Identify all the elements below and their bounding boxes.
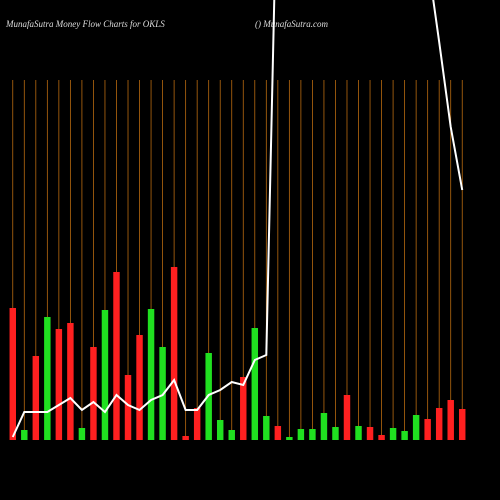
bar bbox=[251, 328, 259, 440]
bar bbox=[286, 437, 293, 440]
bar bbox=[378, 435, 385, 440]
bar bbox=[459, 409, 466, 440]
bar bbox=[147, 309, 155, 440]
bar bbox=[124, 375, 132, 440]
bar bbox=[67, 323, 74, 440]
bar bbox=[193, 408, 201, 440]
chart-subtitle: () MunafaSutra.com bbox=[255, 19, 328, 29]
bar bbox=[355, 426, 362, 440]
bar bbox=[9, 308, 16, 440]
bar bbox=[32, 356, 40, 440]
bar bbox=[366, 427, 374, 440]
bar bbox=[90, 347, 97, 440]
bar bbox=[435, 408, 443, 440]
bar bbox=[424, 419, 431, 440]
bar bbox=[297, 429, 305, 440]
bar bbox=[136, 335, 143, 440]
money-flow-line bbox=[11, 0, 464, 438]
bar bbox=[170, 267, 178, 440]
bar bbox=[447, 400, 454, 440]
bar bbox=[320, 413, 328, 440]
bar bbox=[332, 427, 339, 440]
bar bbox=[228, 430, 235, 440]
bar bbox=[182, 436, 189, 440]
bar bbox=[240, 377, 247, 440]
bar bbox=[309, 429, 316, 440]
bar bbox=[263, 416, 270, 440]
bar bbox=[216, 420, 224, 440]
bar bbox=[44, 317, 51, 440]
bar bbox=[412, 415, 420, 440]
bar bbox=[113, 272, 120, 440]
bar bbox=[21, 430, 28, 440]
bar bbox=[389, 428, 397, 440]
bar bbox=[101, 310, 109, 440]
chart-title: MunafaSutra Money Flow Charts for OKLS bbox=[5, 19, 165, 29]
bar bbox=[274, 426, 282, 440]
bar bbox=[55, 329, 63, 440]
bar bbox=[78, 428, 86, 440]
bar bbox=[343, 395, 351, 440]
bar bbox=[401, 431, 408, 440]
